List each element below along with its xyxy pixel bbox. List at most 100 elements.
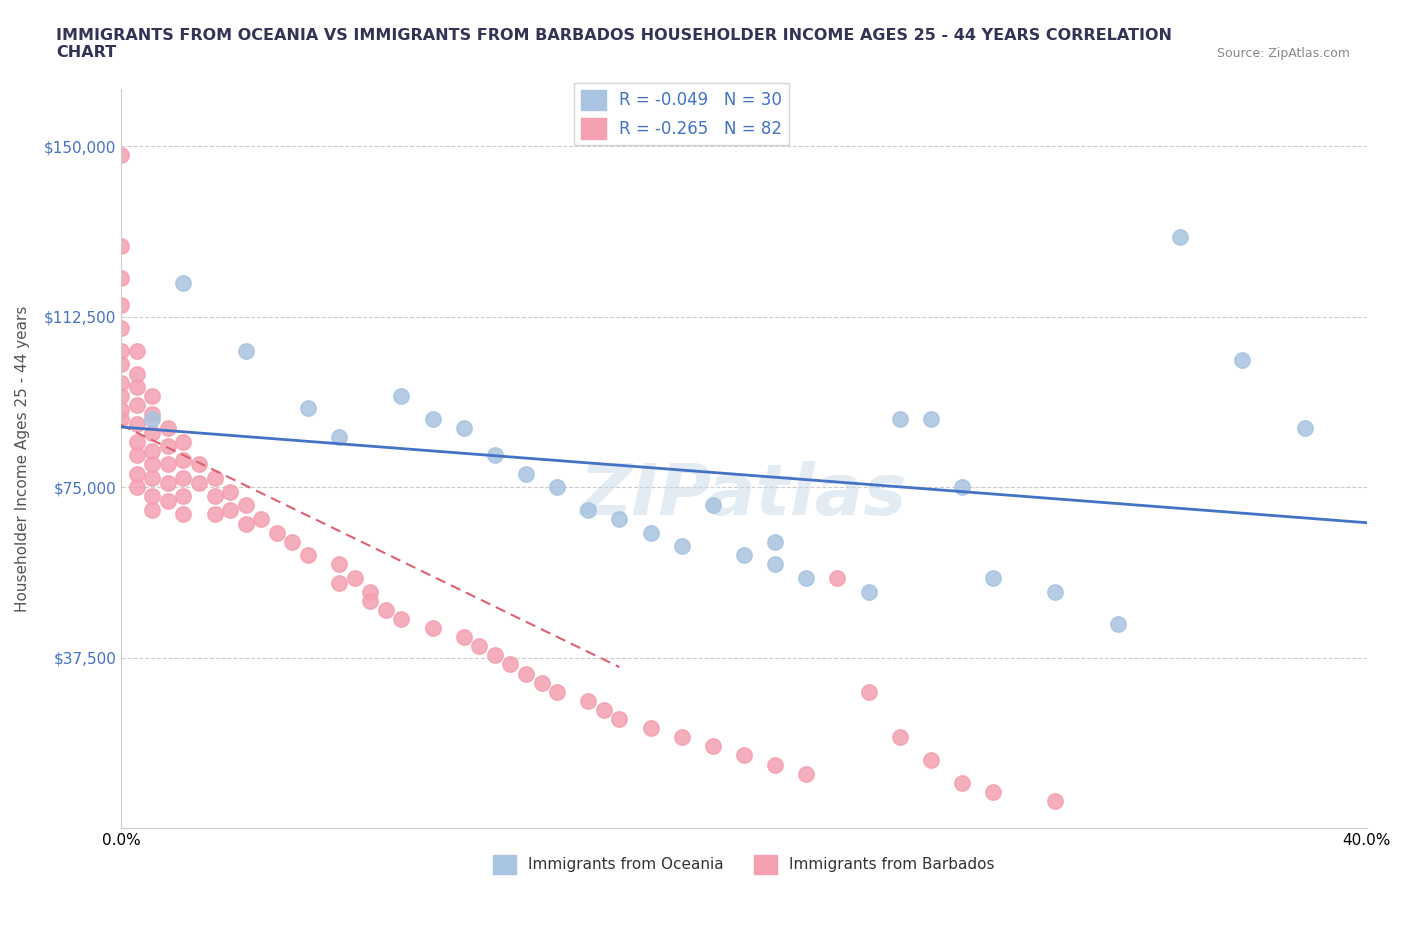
Point bbox=[1045, 584, 1067, 599]
Point bbox=[576, 502, 599, 517]
Point bbox=[920, 412, 942, 427]
Point bbox=[889, 412, 911, 427]
Point bbox=[204, 471, 226, 485]
Point bbox=[515, 466, 537, 481]
Point bbox=[125, 398, 148, 413]
Point bbox=[1232, 352, 1254, 367]
Point bbox=[981, 784, 1004, 799]
Point bbox=[328, 576, 350, 591]
Point bbox=[172, 489, 194, 504]
Point bbox=[950, 480, 973, 495]
Point bbox=[359, 593, 381, 608]
Point bbox=[156, 475, 179, 490]
Point bbox=[389, 612, 412, 627]
Point bbox=[499, 658, 522, 672]
Point bbox=[343, 571, 366, 586]
Point bbox=[794, 766, 817, 781]
Point bbox=[250, 512, 273, 526]
Point bbox=[141, 457, 163, 472]
Point bbox=[141, 444, 163, 458]
Point bbox=[1107, 617, 1129, 631]
Point bbox=[422, 620, 444, 635]
Point bbox=[141, 502, 163, 517]
Point bbox=[920, 752, 942, 767]
Point bbox=[188, 457, 211, 472]
Point bbox=[422, 412, 444, 427]
Point bbox=[763, 757, 786, 772]
Point bbox=[453, 420, 475, 435]
Point bbox=[156, 439, 179, 454]
Text: ZIPatlas: ZIPatlas bbox=[581, 461, 908, 530]
Point bbox=[110, 239, 132, 254]
Point bbox=[110, 321, 132, 336]
Point bbox=[125, 466, 148, 481]
Point bbox=[530, 675, 553, 690]
Point bbox=[172, 453, 194, 468]
Point bbox=[468, 639, 491, 654]
Point bbox=[156, 420, 179, 435]
Point bbox=[156, 494, 179, 509]
Point bbox=[110, 357, 132, 372]
Point bbox=[235, 343, 257, 358]
Point bbox=[763, 535, 786, 550]
Point bbox=[374, 603, 396, 618]
Point bbox=[763, 557, 786, 572]
Point bbox=[484, 648, 506, 663]
Text: IMMIGRANTS FROM OCEANIA VS IMMIGRANTS FROM BARBADOS HOUSEHOLDER INCOME AGES 25 -: IMMIGRANTS FROM OCEANIA VS IMMIGRANTS FR… bbox=[56, 28, 1173, 60]
Point bbox=[110, 343, 132, 358]
Point bbox=[141, 471, 163, 485]
Point bbox=[328, 557, 350, 572]
Point bbox=[297, 548, 319, 563]
Point bbox=[484, 448, 506, 463]
Point bbox=[281, 535, 304, 550]
Point bbox=[297, 400, 319, 415]
Point bbox=[141, 389, 163, 404]
Legend: Immigrants from Oceania, Immigrants from Barbados: Immigrants from Oceania, Immigrants from… bbox=[486, 849, 1001, 880]
Point bbox=[110, 412, 132, 427]
Point bbox=[1168, 230, 1191, 245]
Point bbox=[125, 480, 148, 495]
Point bbox=[546, 684, 568, 699]
Point bbox=[110, 298, 132, 312]
Point bbox=[204, 489, 226, 504]
Point bbox=[592, 702, 614, 717]
Y-axis label: Householder Income Ages 25 - 44 years: Householder Income Ages 25 - 44 years bbox=[15, 306, 30, 612]
Point bbox=[125, 434, 148, 449]
Point bbox=[640, 721, 662, 736]
Point bbox=[172, 434, 194, 449]
Point bbox=[125, 379, 148, 394]
Point bbox=[188, 475, 211, 490]
Point bbox=[328, 430, 350, 445]
Point bbox=[389, 389, 412, 404]
Point bbox=[141, 407, 163, 422]
Point bbox=[981, 571, 1004, 586]
Point bbox=[110, 403, 132, 418]
Point bbox=[141, 412, 163, 427]
Point bbox=[219, 485, 242, 499]
Point bbox=[640, 525, 662, 540]
Point bbox=[235, 498, 257, 512]
Point bbox=[515, 666, 537, 681]
Point bbox=[110, 375, 132, 390]
Point bbox=[702, 738, 724, 753]
Point bbox=[110, 389, 132, 404]
Point bbox=[141, 489, 163, 504]
Text: Source: ZipAtlas.com: Source: ZipAtlas.com bbox=[1216, 46, 1350, 60]
Point bbox=[141, 425, 163, 440]
Point bbox=[172, 275, 194, 290]
Point bbox=[453, 630, 475, 644]
Point bbox=[609, 512, 631, 526]
Point bbox=[702, 498, 724, 512]
Point bbox=[110, 148, 132, 163]
Point bbox=[125, 448, 148, 463]
Point bbox=[671, 538, 693, 553]
Point bbox=[172, 471, 194, 485]
Point bbox=[889, 730, 911, 745]
Point bbox=[1294, 420, 1316, 435]
Point bbox=[1045, 793, 1067, 808]
Point bbox=[950, 776, 973, 790]
Point bbox=[827, 571, 849, 586]
Point bbox=[671, 730, 693, 745]
Point bbox=[794, 571, 817, 586]
Point bbox=[125, 343, 148, 358]
